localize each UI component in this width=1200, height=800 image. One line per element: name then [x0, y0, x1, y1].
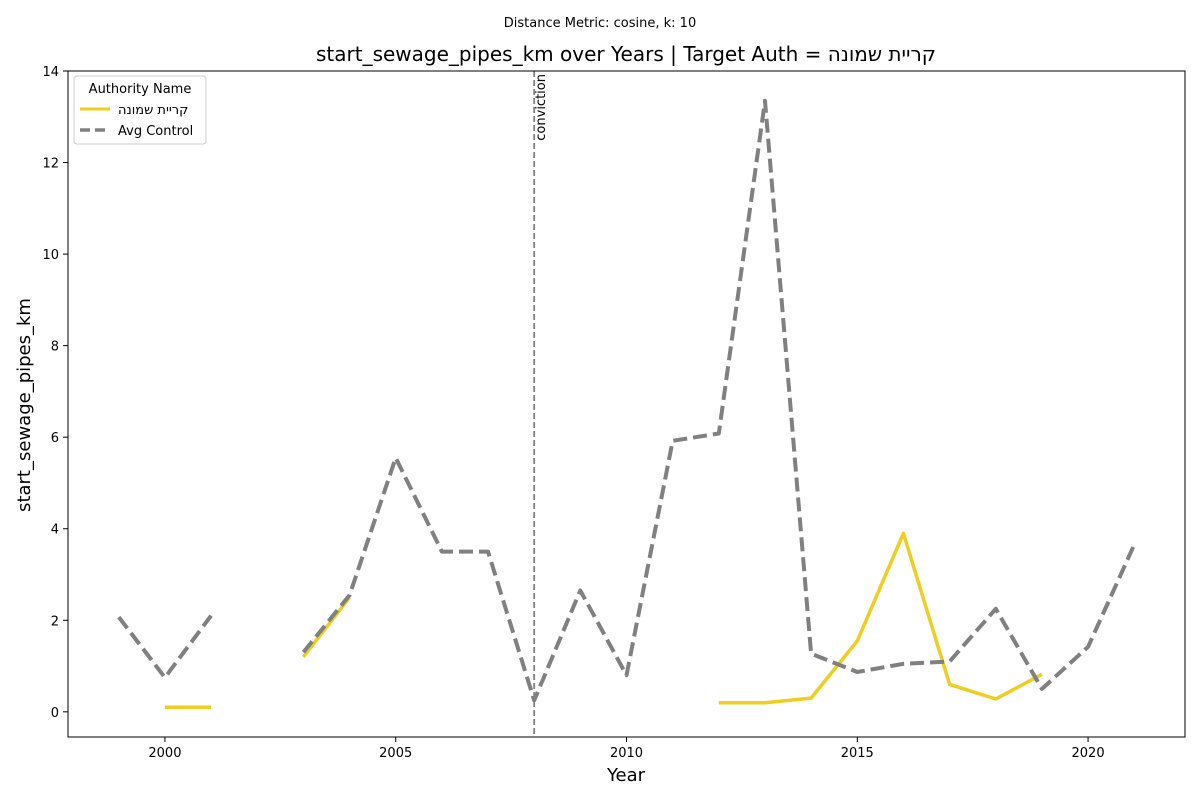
x-axis-ticks: 2000 2005 2010 2015 2020 — [148, 737, 1105, 761]
series-line-segment — [718, 531, 1043, 705]
legend-title: Authority Name — [89, 82, 192, 97]
y-tick-label: 14 — [42, 65, 59, 80]
series-0 — [164, 531, 1043, 709]
y-axis-ticks: 0 2 4 6 8 10 12 14 — [42, 65, 68, 721]
legend-label-control: Avg Control — [118, 124, 193, 139]
x-tick-label: 2010 — [610, 746, 643, 761]
y-tick-label: 6 — [51, 431, 59, 446]
legend-label-target: קריית שמונה — [118, 103, 188, 118]
y-tick-label: 12 — [42, 157, 59, 172]
series-line-segment — [301, 98, 1137, 703]
legend: Authority Name קריית שמונה Avg Control — [73, 75, 207, 145]
y-tick-label: 10 — [42, 248, 59, 263]
x-axis-label: Year — [606, 765, 646, 786]
legend-box — [73, 75, 207, 145]
chart-title: start_sewage_pipes_km over Years | Targe… — [316, 42, 936, 66]
plot-frame — [67, 70, 1186, 738]
vertical-marker-group: conviction — [533, 71, 549, 737]
series-1 — [117, 98, 1137, 703]
y-tick-label: 4 — [51, 523, 59, 538]
series-group — [117, 98, 1137, 709]
chart-suptitle: Distance Metric: cosine, k: 10 — [504, 16, 696, 31]
y-tick-label: 8 — [51, 340, 59, 355]
series-line-segment — [302, 596, 351, 658]
vertical-marker-label: conviction — [534, 74, 549, 141]
x-tick-label: 2020 — [1072, 746, 1105, 761]
x-tick-label: 2005 — [379, 746, 412, 761]
series-line-segment — [117, 614, 213, 680]
y-tick-label: 0 — [51, 706, 59, 721]
x-tick-label: 2015 — [841, 746, 874, 761]
y-tick-label: 2 — [51, 614, 59, 629]
x-tick-label: 2000 — [148, 746, 181, 761]
y-axis-label: start_sewage_pipes_km — [14, 298, 35, 512]
